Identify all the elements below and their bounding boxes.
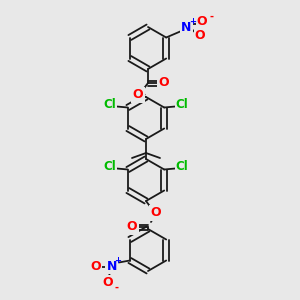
Text: O: O <box>197 15 208 28</box>
Text: O: O <box>159 76 169 89</box>
Text: N: N <box>181 21 191 34</box>
Text: Cl: Cl <box>176 98 189 111</box>
Text: -: - <box>209 11 213 22</box>
Text: O: O <box>195 29 206 42</box>
Text: O: O <box>91 260 101 273</box>
Text: Cl: Cl <box>103 160 116 173</box>
Text: -: - <box>115 283 119 292</box>
Text: Cl: Cl <box>103 98 116 111</box>
Text: O: O <box>103 276 113 289</box>
Text: O: O <box>127 220 137 233</box>
Text: O: O <box>151 206 161 220</box>
Text: O: O <box>133 88 143 101</box>
Text: Cl: Cl <box>176 160 189 173</box>
Text: +: + <box>114 256 121 265</box>
Text: N: N <box>106 260 117 273</box>
Text: +: + <box>189 17 196 26</box>
